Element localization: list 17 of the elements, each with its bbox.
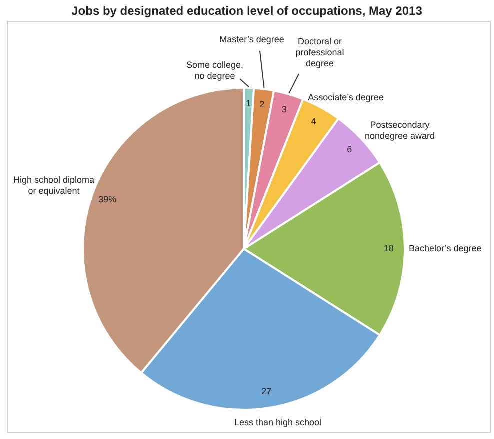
data-label: 39% [98, 194, 117, 204]
slice-label: Associate’s degree [308, 92, 384, 102]
slice-label: Some college, no degree [186, 60, 244, 81]
data-label: 1 [246, 98, 252, 109]
slice-label: Master’s degree [220, 34, 284, 44]
slice-label: High school diploma or equivalent [13, 174, 95, 196]
data-label: 3 [282, 104, 287, 114]
slice-label: Less than high school [234, 417, 322, 428]
slice-label: Doctoral or professional degree [296, 36, 344, 68]
slice-label: Bachelor’s degree [409, 243, 482, 254]
data-label: 6 [347, 144, 352, 154]
data-label: 4 [311, 116, 316, 127]
data-label: 18 [384, 243, 394, 254]
chart-title: Jobs by designated education level of occupations, May 2013 [70, 4, 424, 18]
data-label: 27 [262, 386, 272, 397]
data-label: 2 [260, 100, 265, 110]
slice-label: Postsecondary nondegree award [364, 120, 436, 141]
